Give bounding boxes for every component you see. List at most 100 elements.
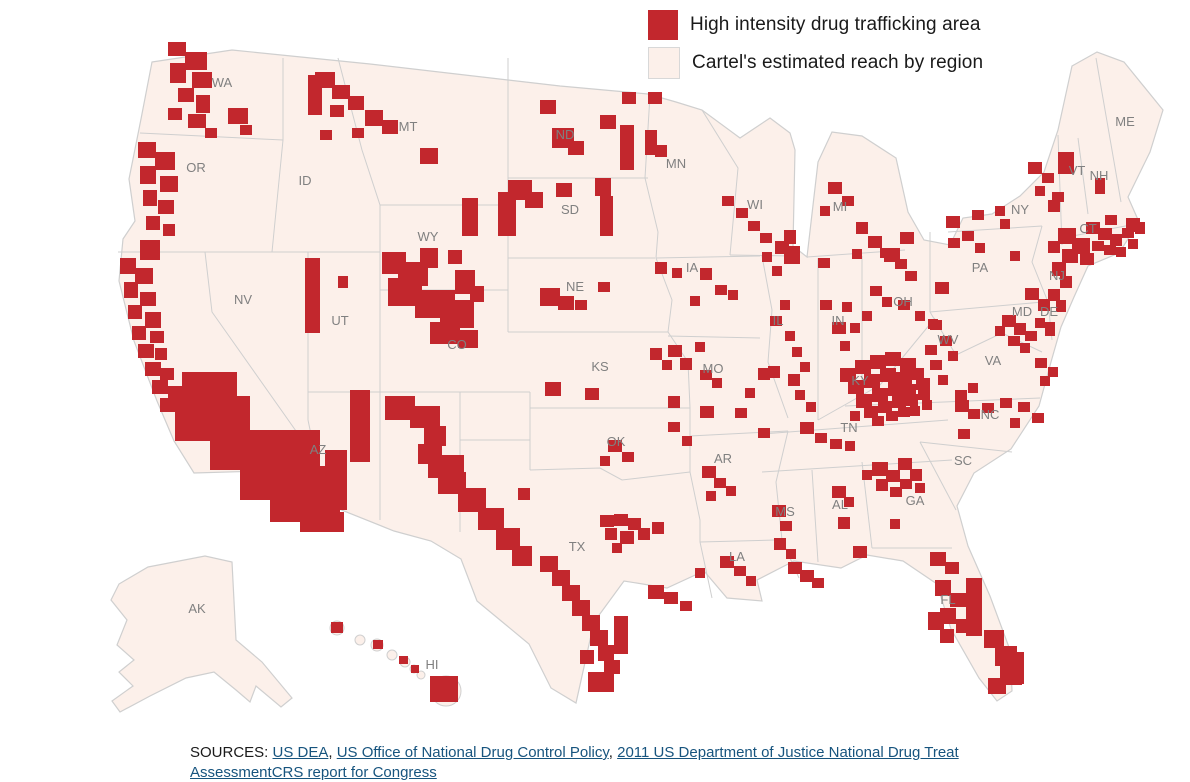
hidta-area: [695, 342, 705, 352]
state-label-fl: FL: [940, 592, 955, 607]
hidta-area: [430, 676, 458, 702]
hidta-area: [995, 206, 1005, 216]
hidta-area: [540, 556, 558, 572]
state-border-line: [529, 467, 691, 481]
hidta-area: [745, 388, 755, 398]
source-link-4[interactable]: CRS report for Congress: [271, 763, 437, 781]
hidta-area: [870, 286, 882, 296]
hidta-area: [132, 326, 146, 340]
hidta-area: [910, 469, 922, 481]
hidta-area: [1104, 245, 1116, 255]
hidta-area: [940, 629, 954, 643]
hidta-area: [690, 296, 700, 306]
hidta-area: [906, 394, 918, 406]
hidta-area: [155, 348, 167, 360]
hidta-area: [648, 92, 662, 104]
hidta-area: [832, 486, 846, 498]
hidta-area: [585, 388, 599, 400]
hidta-area: [120, 258, 136, 274]
hidta-area: [935, 282, 949, 294]
hidta-area: [945, 562, 959, 574]
hidta-area: [600, 456, 610, 466]
hidta-area: [608, 440, 622, 452]
hidta-area: [968, 409, 980, 419]
hidta-area: [496, 528, 520, 550]
state-label-wa: WA: [212, 75, 233, 90]
hidta-area: [420, 148, 438, 164]
hidta-area: [842, 302, 852, 312]
hidta-area: [442, 455, 464, 473]
hidta-area: [1095, 178, 1105, 194]
hidta-area: [888, 382, 904, 396]
hidta-area: [758, 368, 770, 380]
hidta-area: [348, 96, 364, 110]
hidta-area: [1025, 288, 1039, 300]
hidta-area: [856, 222, 868, 234]
hidta-area: [864, 374, 880, 388]
hidta-area: [868, 237, 880, 247]
state-border-line: [689, 471, 713, 599]
state-border-line: [919, 441, 957, 511]
hidta-area: [430, 322, 460, 344]
hidta-area: [680, 358, 692, 370]
hidta-area: [575, 300, 587, 310]
hidta-area: [568, 141, 584, 155]
hidta-area: [645, 130, 657, 155]
hidta-area: [518, 488, 530, 500]
hidta-area: [652, 522, 664, 534]
hidta-area: [650, 348, 662, 360]
hidta-area: [975, 243, 985, 253]
state-label-ut: UT: [331, 313, 348, 328]
hidta-area: [612, 543, 622, 553]
hidta-area: [160, 398, 176, 412]
hidta-area: [1092, 241, 1104, 251]
hidta-area: [1052, 192, 1064, 202]
hidta-area: [205, 128, 217, 138]
state-border-line: [667, 335, 761, 339]
hidta-area: [702, 466, 716, 478]
state-border-line: [811, 469, 819, 563]
hidta-area: [228, 108, 248, 124]
hidta-area: [820, 206, 830, 216]
hidta-area: [305, 258, 320, 333]
hidta-area: [1126, 218, 1140, 232]
hidta-area: [950, 593, 966, 607]
state-label-la: LA: [729, 549, 745, 564]
hidta-area: [210, 430, 320, 470]
state-label-nc: NC: [981, 407, 1000, 422]
hidta-area: [872, 416, 884, 426]
hidta-area: [590, 630, 608, 646]
hidta-area: [900, 232, 914, 244]
legend-label-cartel-reach: Cartel's estimated reach by region: [692, 52, 984, 73]
hidta-area: [1042, 173, 1054, 183]
source-link-1[interactable]: US DEA: [272, 744, 329, 761]
hidta-area: [862, 470, 872, 480]
hidta-area: [928, 319, 938, 329]
state-label-ks: KS: [591, 359, 609, 374]
hidta-area: [915, 483, 925, 493]
hidta-area: [774, 538, 786, 550]
hidta-area: [995, 326, 1005, 336]
hidta-area: [780, 300, 790, 310]
hidta-area: [682, 436, 692, 446]
hidta-area: [930, 360, 942, 370]
hidta-area: [1098, 228, 1112, 240]
hidta-area: [140, 166, 156, 184]
hidta-area: [1105, 215, 1117, 225]
hidta-area: [792, 347, 802, 357]
source-link-2[interactable]: US Office of National Drug Control Polic…: [336, 744, 609, 761]
hidta-area: [163, 224, 175, 236]
hidta-area: [878, 401, 892, 413]
hidta-area: [478, 508, 504, 530]
state-border-line: [701, 109, 739, 256]
hidta-area: [604, 660, 620, 674]
state-label-tn: TN: [840, 420, 857, 435]
state-border-line: [655, 231, 673, 333]
hidta-area: [758, 428, 770, 438]
hidta-area: [325, 450, 347, 510]
hidta-area: [938, 375, 948, 385]
legend-label-hidta: High intensity drug trafficking area: [690, 14, 981, 35]
hidta-area: [600, 196, 613, 236]
hidta-area: [930, 552, 946, 566]
hidta-area: [1010, 418, 1020, 428]
